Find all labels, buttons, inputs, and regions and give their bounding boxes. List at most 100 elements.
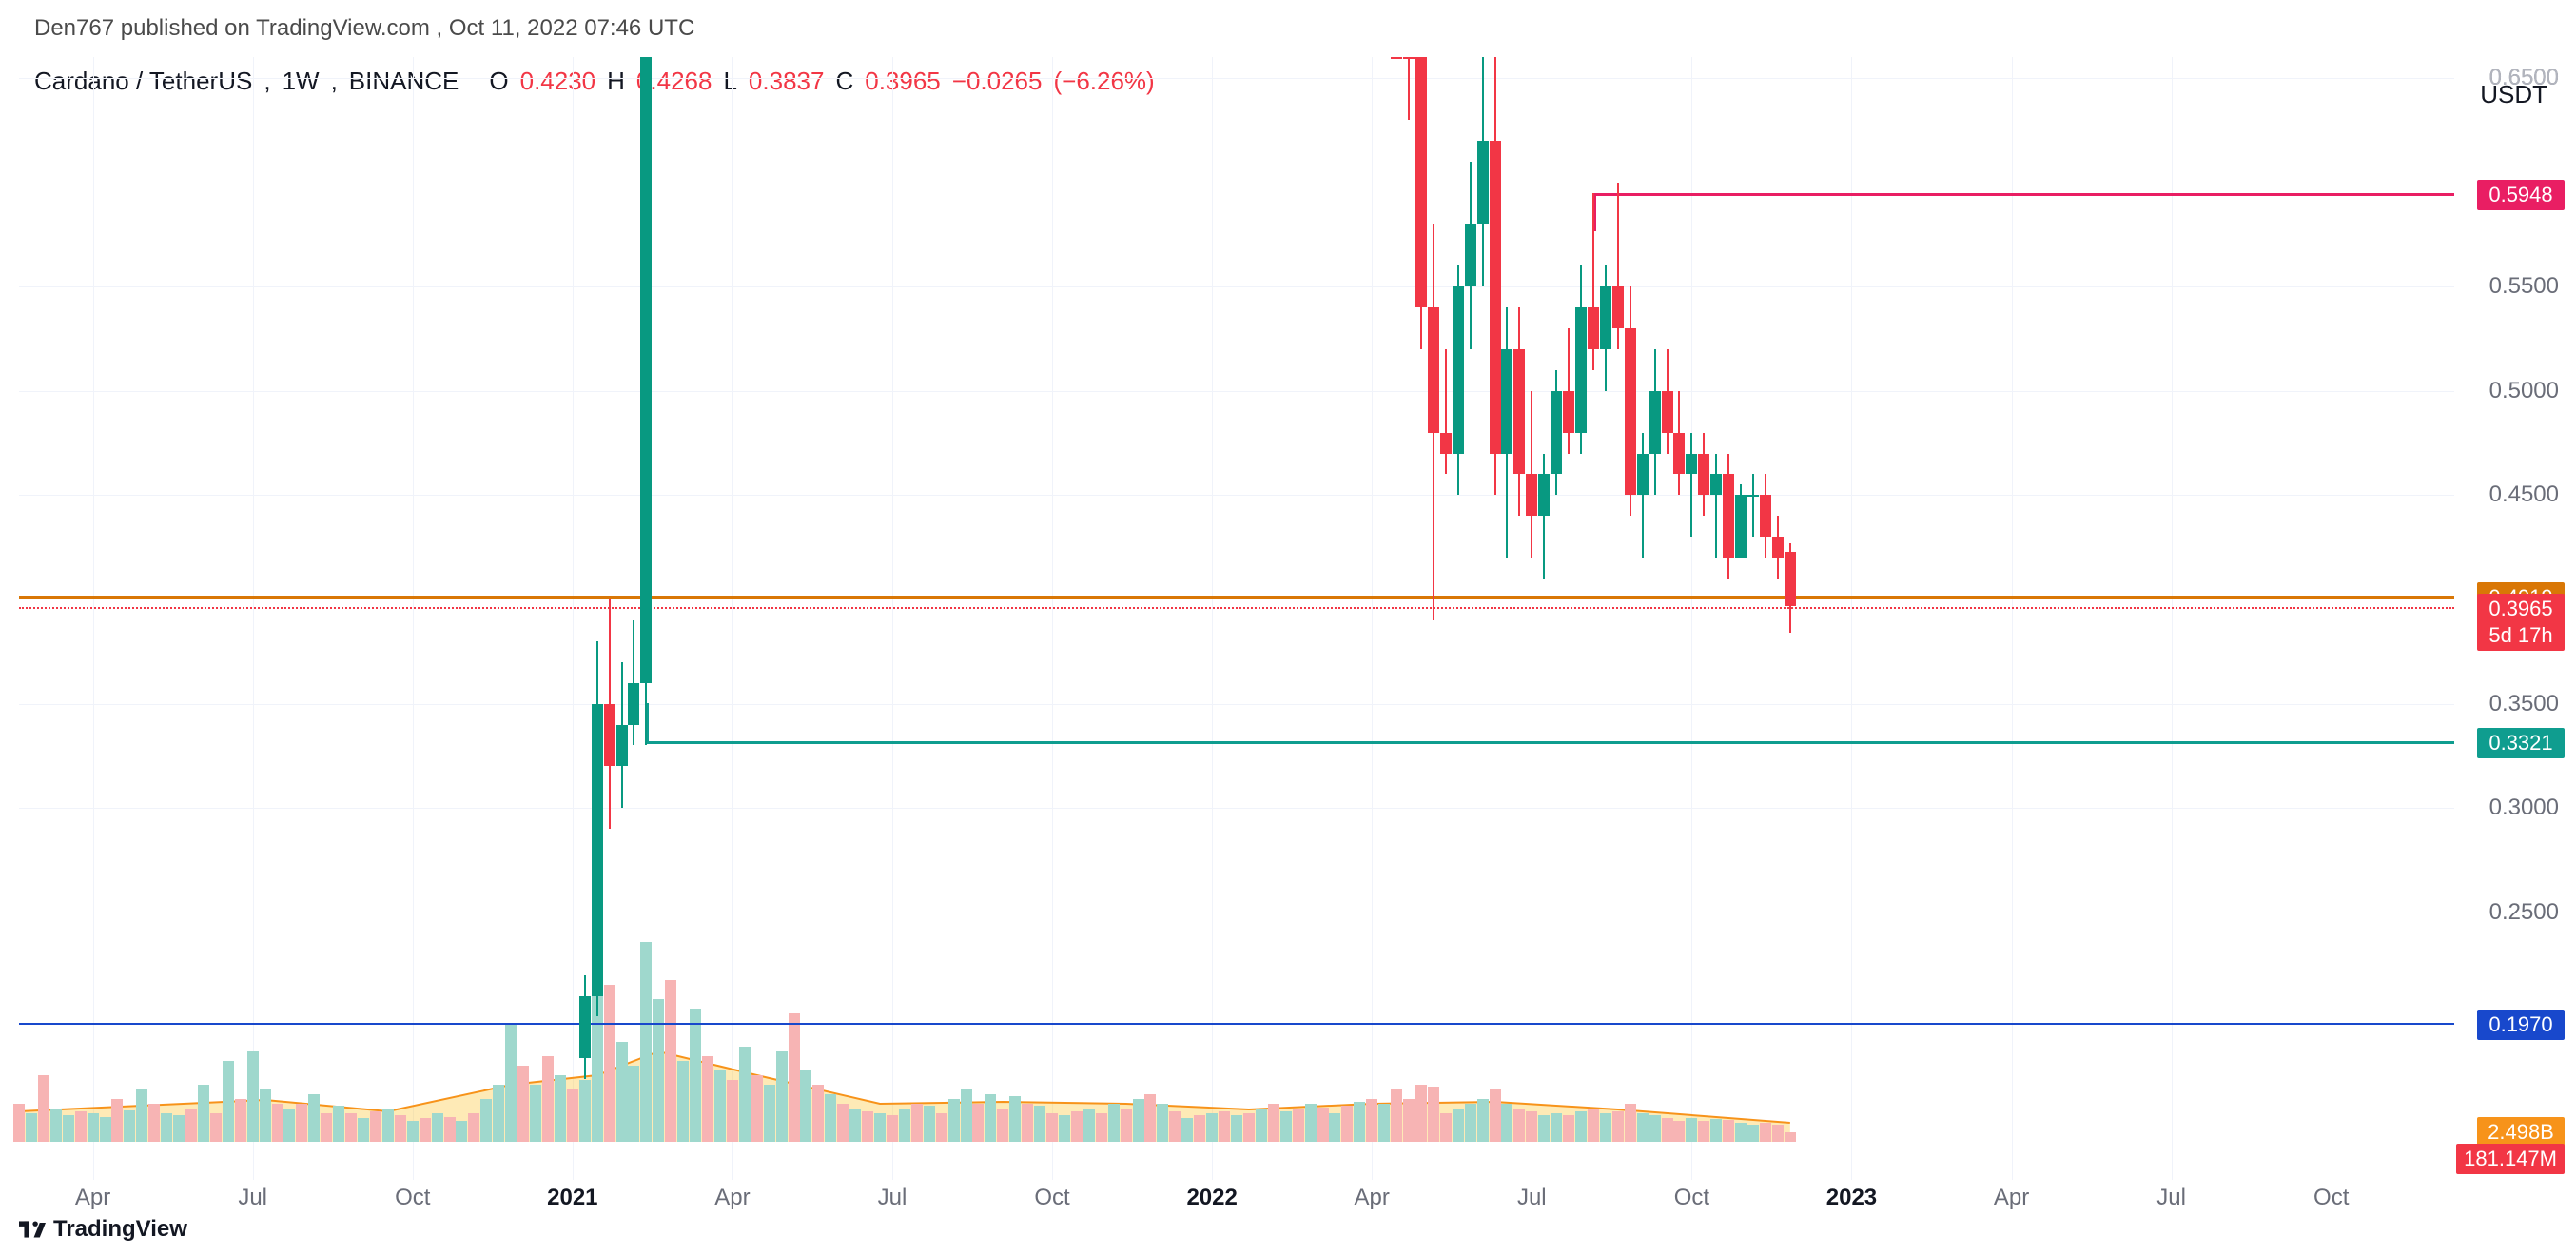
- candle-body[interactable]: [1673, 433, 1685, 475]
- xaxis-label: 2022: [1186, 1185, 1237, 1211]
- volume-bar: [13, 1104, 25, 1142]
- candle-body[interactable]: [604, 704, 615, 767]
- volume-bar: [714, 1070, 726, 1142]
- volume-bar: [1526, 1111, 1537, 1142]
- volume-bar: [1501, 1104, 1512, 1142]
- volume-bar: [223, 1061, 234, 1142]
- volume-bar: [961, 1089, 972, 1142]
- candle-body[interactable]: [616, 725, 628, 767]
- candle-body[interactable]: [1501, 349, 1512, 454]
- candle-body[interactable]: [1710, 474, 1722, 495]
- blue-low[interactable]: [19, 1023, 2454, 1025]
- xaxis-label: Oct: [395, 1185, 430, 1211]
- volume-bar: [210, 1113, 222, 1142]
- volume-bar: [1022, 1104, 1033, 1142]
- candle-body[interactable]: [640, 57, 652, 683]
- volume-bar: [972, 1104, 984, 1142]
- candle-body[interactable]: [1662, 391, 1673, 433]
- publish-date: Oct 11, 2022: [449, 15, 578, 41]
- volume-bar: [1305, 1104, 1317, 1142]
- volume-bar: [444, 1117, 456, 1142]
- candle-body[interactable]: [1551, 391, 1562, 475]
- volume-bar: [1293, 1109, 1304, 1142]
- blue-low-tag: 0.1970: [2477, 1010, 2565, 1040]
- volume-bar: [542, 1056, 554, 1142]
- candle-body[interactable]: [1588, 307, 1599, 349]
- volume-bar: [837, 1104, 849, 1142]
- volume-bar: [1121, 1109, 1132, 1142]
- volume-bar: [1096, 1113, 1107, 1142]
- candle-body[interactable]: [1465, 224, 1476, 286]
- candle-body[interactable]: [1415, 57, 1427, 307]
- candle-body[interactable]: [1785, 552, 1796, 606]
- volume-bar: [111, 1099, 123, 1142]
- price-axis[interactable]: 0.65000.55000.50000.45000.35000.30000.25…: [2454, 57, 2568, 1180]
- volume-bar: [1649, 1115, 1661, 1142]
- candle-body[interactable]: [1686, 454, 1697, 475]
- volume-bar: [38, 1075, 49, 1142]
- volume-bar: [185, 1109, 197, 1142]
- candle-body[interactable]: [1513, 349, 1525, 475]
- volume-bar: [370, 1111, 381, 1142]
- volume-bar: [1477, 1099, 1489, 1142]
- candle-body[interactable]: [1600, 286, 1611, 349]
- yaxis-tick-label: 0.3500: [2489, 691, 2559, 717]
- candle-body[interactable]: [1723, 474, 1734, 558]
- volume-bar: [1391, 1089, 1402, 1142]
- volume-bar: [468, 1113, 479, 1142]
- volume-bar: [1637, 1113, 1649, 1142]
- candle-body[interactable]: [1735, 495, 1747, 558]
- candle-body[interactable]: [628, 683, 639, 725]
- resist-pink[interactable]: [1593, 193, 2454, 196]
- candle-body[interactable]: [1538, 474, 1550, 516]
- candle-body[interactable]: [1625, 328, 1636, 495]
- volume-bar: [1538, 1115, 1550, 1142]
- candle-body[interactable]: [1563, 391, 1574, 433]
- publish-info: Den767 published on TradingView.com , Oc…: [34, 15, 694, 42]
- volume-bar: [924, 1106, 935, 1142]
- volume-bar: [1403, 1099, 1415, 1142]
- xaxis-label: Apr: [75, 1185, 110, 1211]
- candle-body[interactable]: [1526, 474, 1537, 516]
- support-teal[interactable]: [646, 741, 2454, 744]
- candle-body[interactable]: [1490, 141, 1501, 454]
- candle-body[interactable]: [1747, 495, 1759, 497]
- xaxis-label: Jul: [2156, 1185, 2186, 1211]
- volume-bar: [751, 1075, 763, 1142]
- candle-body[interactable]: [579, 996, 591, 1059]
- candle-body[interactable]: [1760, 495, 1771, 537]
- volume-bar: [1428, 1087, 1439, 1142]
- candle-body[interactable]: [1649, 391, 1661, 454]
- candle-body[interactable]: [1698, 454, 1709, 496]
- volume-bar: [1563, 1115, 1574, 1142]
- volume-bar: [1588, 1109, 1599, 1142]
- volume-bar: [136, 1089, 147, 1142]
- volume-bar: [1194, 1115, 1205, 1142]
- candle-body[interactable]: [1637, 454, 1649, 496]
- volume-ma: [19, 57, 2454, 1142]
- candle-body[interactable]: [1477, 141, 1489, 225]
- xaxis-label: Oct: [2313, 1185, 2349, 1211]
- support-orange[interactable]: [19, 596, 2454, 599]
- candle-body[interactable]: [1612, 286, 1624, 328]
- candle-body[interactable]: [1772, 537, 1784, 558]
- volume-bar: [665, 980, 676, 1142]
- candle-body[interactable]: [1453, 286, 1464, 453]
- volume-bar: [1071, 1111, 1083, 1142]
- volume-bar: [1219, 1111, 1230, 1142]
- volume-bar: [862, 1111, 873, 1142]
- volume-bar: [702, 1056, 713, 1142]
- price-chart[interactable]: [19, 57, 2454, 1180]
- volume-bar: [1612, 1111, 1624, 1142]
- candle-body[interactable]: [1403, 57, 1415, 59]
- candle-body[interactable]: [1575, 307, 1587, 433]
- volume-bar: [1440, 1113, 1452, 1142]
- volume-bar: [1673, 1121, 1685, 1142]
- candle-body[interactable]: [592, 704, 603, 996]
- volume-bar: [1551, 1113, 1562, 1142]
- last-price[interactable]: [19, 607, 2454, 609]
- candle-body[interactable]: [1391, 57, 1402, 59]
- time-axis[interactable]: AprJulOct2021AprJulOct2022AprJulOct2023A…: [19, 1185, 2454, 1223]
- candle-body[interactable]: [1440, 433, 1452, 454]
- candle-body[interactable]: [1428, 307, 1439, 433]
